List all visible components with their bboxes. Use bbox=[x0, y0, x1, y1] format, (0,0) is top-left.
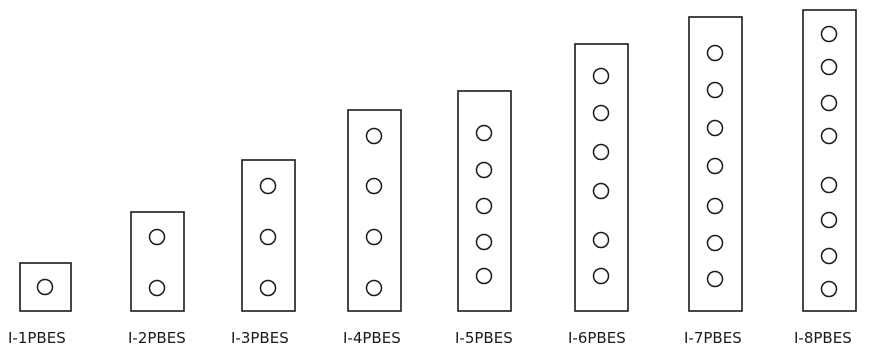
panel-8: I-8PBES bbox=[794, 9, 857, 347]
hole-icon bbox=[820, 280, 838, 298]
panels-group: I-1PBES I-2PBES I-3PBES I-4PBES I-5PBES I-6PB… bbox=[8, 9, 857, 347]
panel-outline bbox=[574, 43, 629, 312]
hole-icon bbox=[820, 247, 838, 265]
hole-icon bbox=[592, 104, 610, 122]
hole-icon bbox=[706, 234, 724, 252]
panel-label: I-4PBES bbox=[343, 329, 401, 347]
panel-6: I-6PBES bbox=[568, 43, 629, 347]
hole-icon bbox=[706, 44, 724, 62]
panel-1: I-1PBES bbox=[8, 262, 72, 347]
panel-label: I-2PBES bbox=[128, 329, 186, 347]
hole-icon bbox=[148, 228, 166, 246]
hole-icon bbox=[592, 182, 610, 200]
hole-icon bbox=[259, 177, 277, 195]
hole-icon bbox=[706, 81, 724, 99]
hole-icon bbox=[592, 267, 610, 285]
panel-outline bbox=[347, 109, 402, 312]
panel-7: I-7PBES bbox=[684, 16, 743, 347]
panel-3: I-3PBES bbox=[231, 159, 296, 347]
hole-icon bbox=[36, 278, 54, 296]
hole-icon bbox=[259, 279, 277, 297]
panel-label: I-5PBES bbox=[455, 329, 513, 347]
hole-icon bbox=[592, 143, 610, 161]
panel-2: I-2PBES bbox=[128, 211, 186, 347]
hole-icon bbox=[365, 228, 383, 246]
hole-icon bbox=[820, 25, 838, 43]
panel-label: I-8PBES bbox=[794, 329, 852, 347]
panel-5: I-5PBES bbox=[455, 90, 513, 347]
hole-icon bbox=[592, 67, 610, 85]
panel-outline bbox=[802, 9, 857, 312]
hole-icon bbox=[706, 119, 724, 137]
hole-icon bbox=[706, 197, 724, 215]
hole-icon bbox=[475, 197, 493, 215]
hole-icon bbox=[820, 58, 838, 76]
hole-icon bbox=[820, 94, 838, 112]
hole-icon bbox=[365, 279, 383, 297]
hole-icon bbox=[706, 270, 724, 288]
hole-icon bbox=[820, 211, 838, 229]
hole-icon bbox=[365, 127, 383, 145]
hole-icon bbox=[475, 233, 493, 251]
hole-icon bbox=[259, 228, 277, 246]
hole-icon bbox=[365, 177, 383, 195]
hole-icon bbox=[820, 127, 838, 145]
hole-icon bbox=[475, 267, 493, 285]
hole-icon bbox=[592, 231, 610, 249]
panel-4: I-4PBES bbox=[343, 109, 402, 347]
panel-label: I-3PBES bbox=[231, 329, 289, 347]
panel-label: I-6PBES bbox=[568, 329, 626, 347]
hole-icon bbox=[820, 176, 838, 194]
hole-icon bbox=[475, 161, 493, 179]
panel-label: I-1PBES bbox=[8, 329, 66, 347]
hole-icon bbox=[706, 157, 724, 175]
hole-icon bbox=[148, 279, 166, 297]
panel-label: I-7PBES bbox=[684, 329, 742, 347]
hole-icon bbox=[475, 124, 493, 142]
